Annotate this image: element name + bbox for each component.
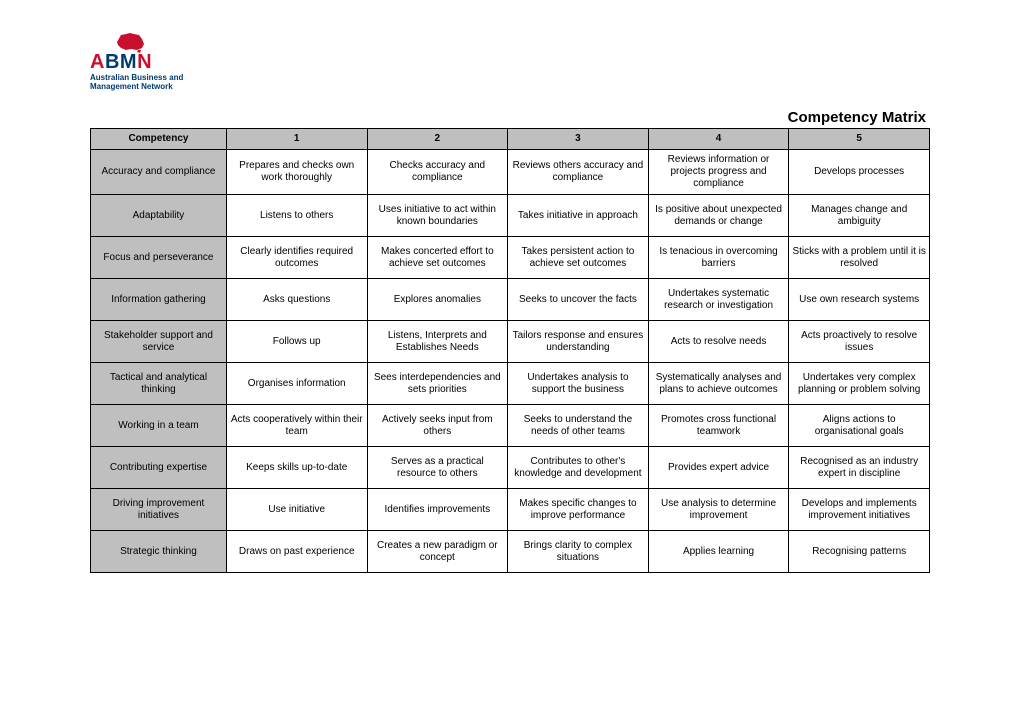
- competency-matrix-table: Competency 1 2 3 4 5 Accuracy and compli…: [90, 128, 930, 573]
- level-cell: Serves as a practical resource to others: [367, 447, 508, 489]
- level-cell: Sticks with a problem until it is resolv…: [789, 237, 930, 279]
- level-cell: Seeks to understand the needs of other t…: [508, 405, 649, 447]
- table-row: Tactical and analytical thinkingOrganise…: [91, 363, 930, 405]
- table-header: Competency 1 2 3 4 5: [91, 129, 930, 150]
- level-cell: Identifies improvements: [367, 489, 508, 531]
- level-cell: Undertakes very complex planning or prob…: [789, 363, 930, 405]
- header-row: Competency 1 2 3 4 5: [91, 129, 930, 150]
- page: ABMN Australian Business and Management …: [0, 0, 1020, 603]
- col-header-2: 2: [367, 129, 508, 150]
- level-cell: Makes concerted effort to achieve set ou…: [367, 237, 508, 279]
- level-cell: Follows up: [226, 321, 367, 363]
- level-cell: Creates a new paradigm or concept: [367, 531, 508, 573]
- competency-name-cell: Focus and perseverance: [91, 237, 227, 279]
- level-cell: Clearly identifies required outcomes: [226, 237, 367, 279]
- table-row: Focus and perseveranceClearly identifies…: [91, 237, 930, 279]
- level-cell: Listens, Interprets and Establishes Need…: [367, 321, 508, 363]
- table-body: Accuracy and compliancePrepares and chec…: [91, 150, 930, 573]
- level-cell: Applies learning: [648, 531, 789, 573]
- level-cell: Promotes cross functional teamwork: [648, 405, 789, 447]
- level-cell: Use own research systems: [789, 279, 930, 321]
- level-cell: Recognised as an industry expert in disc…: [789, 447, 930, 489]
- level-cell: Use initiative: [226, 489, 367, 531]
- competency-name-cell: Accuracy and compliance: [91, 150, 227, 195]
- logo-letter-b: B: [105, 51, 120, 73]
- level-cell: Uses initiative to act within known boun…: [367, 195, 508, 237]
- level-cell: Prepares and checks own work thoroughly: [226, 150, 367, 195]
- logo-subtitle-line1: Australian Business and: [90, 73, 930, 82]
- competency-name-cell: Contributing expertise: [91, 447, 227, 489]
- level-cell: Systematically analyses and plans to ach…: [648, 363, 789, 405]
- level-cell: Undertakes systematic research or invest…: [648, 279, 789, 321]
- level-cell: Provides expert advice: [648, 447, 789, 489]
- page-title: Competency Matrix: [90, 109, 930, 126]
- logo-letter-m: M: [120, 51, 137, 73]
- level-cell: Contributes to other's knowledge and dev…: [508, 447, 649, 489]
- competency-name-cell: Driving improvement initiatives: [91, 489, 227, 531]
- level-cell: Develops processes: [789, 150, 930, 195]
- level-cell: Checks accuracy and compliance: [367, 150, 508, 195]
- competency-name-cell: Stakeholder support and service: [91, 321, 227, 363]
- col-header-5: 5: [789, 129, 930, 150]
- col-header-4: 4: [648, 129, 789, 150]
- org-logo: ABMN Australian Business and Management …: [90, 30, 930, 91]
- level-cell: Manages change and ambiguity: [789, 195, 930, 237]
- col-header-3: 3: [508, 129, 649, 150]
- competency-name-cell: Strategic thinking: [91, 531, 227, 573]
- table-row: Accuracy and compliancePrepares and chec…: [91, 150, 930, 195]
- table-row: Working in a teamActs cooperatively with…: [91, 405, 930, 447]
- table-row: Information gatheringAsks questionsExplo…: [91, 279, 930, 321]
- level-cell: Seeks to uncover the facts: [508, 279, 649, 321]
- level-cell: Draws on past experience: [226, 531, 367, 573]
- level-cell: Actively seeks input from others: [367, 405, 508, 447]
- level-cell: Brings clarity to complex situations: [508, 531, 649, 573]
- competency-name-cell: Tactical and analytical thinking: [91, 363, 227, 405]
- level-cell: Acts to resolve needs: [648, 321, 789, 363]
- table-row: Stakeholder support and serviceFollows u…: [91, 321, 930, 363]
- col-header-competency: Competency: [91, 129, 227, 150]
- level-cell: Reviews others accuracy and compliance: [508, 150, 649, 195]
- level-cell: Recognising patterns: [789, 531, 930, 573]
- level-cell: Organises information: [226, 363, 367, 405]
- level-cell: Takes persistent action to achieve set o…: [508, 237, 649, 279]
- level-cell: Develops and implements improvement init…: [789, 489, 930, 531]
- level-cell: Asks questions: [226, 279, 367, 321]
- logo-letter-n: N: [137, 51, 152, 73]
- logo-letter-a: A: [90, 51, 105, 73]
- col-header-1: 1: [226, 129, 367, 150]
- level-cell: Sees interdependencies and sets prioriti…: [367, 363, 508, 405]
- level-cell: Tailors response and ensures understandi…: [508, 321, 649, 363]
- logo-subtitle-line2: Management Network: [90, 82, 930, 91]
- level-cell: Keeps skills up-to-date: [226, 447, 367, 489]
- level-cell: Reviews information or projects progress…: [648, 150, 789, 195]
- competency-name-cell: Information gathering: [91, 279, 227, 321]
- level-cell: Aligns actions to organisational goals: [789, 405, 930, 447]
- logo-subtitle: Australian Business and Management Netwo…: [90, 73, 930, 91]
- level-cell: Use analysis to determine improvement: [648, 489, 789, 531]
- level-cell: Takes initiative in approach: [508, 195, 649, 237]
- level-cell: Makes specific changes to improve perfor…: [508, 489, 649, 531]
- level-cell: Explores anomalies: [367, 279, 508, 321]
- competency-name-cell: Working in a team: [91, 405, 227, 447]
- table-row: Strategic thinkingDraws on past experien…: [91, 531, 930, 573]
- level-cell: Is tenacious in overcoming barriers: [648, 237, 789, 279]
- level-cell: Listens to others: [226, 195, 367, 237]
- level-cell: Acts cooperatively within their team: [226, 405, 367, 447]
- table-row: AdaptabilityListens to othersUses initia…: [91, 195, 930, 237]
- level-cell: Undertakes analysis to support the busin…: [508, 363, 649, 405]
- table-row: Driving improvement initiativesUse initi…: [91, 489, 930, 531]
- competency-name-cell: Adaptability: [91, 195, 227, 237]
- level-cell: Acts proactively to resolve issues: [789, 321, 930, 363]
- level-cell: Is positive about unexpected demands or …: [648, 195, 789, 237]
- logo-acronym: ABMN: [90, 52, 930, 72]
- table-row: Contributing expertiseKeeps skills up-to…: [91, 447, 930, 489]
